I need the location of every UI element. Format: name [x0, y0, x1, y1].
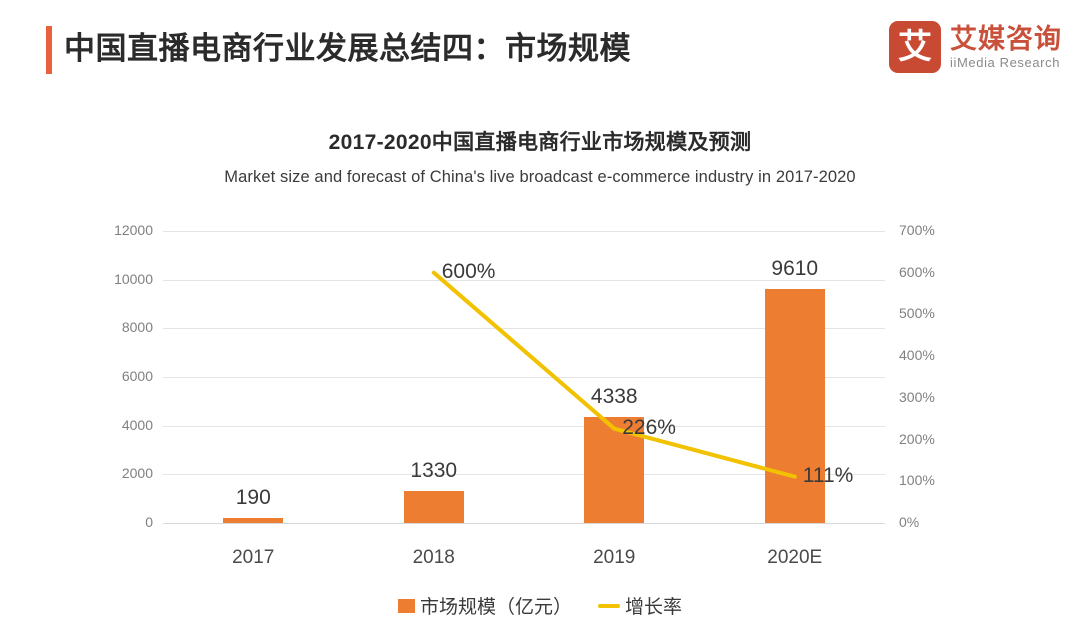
right-axis-tick: 600%	[899, 263, 935, 280]
bar[interactable]	[223, 518, 284, 523]
left-axis-tick: 4000	[121, 416, 153, 433]
left-axis-tick: 10000	[114, 270, 153, 287]
page-title: 中国直播电商行业发展总结四：市场规模	[64, 31, 631, 66]
logo-name-en: iiMedia Research	[950, 54, 1061, 70]
bar[interactable]	[764, 289, 825, 523]
header-divider	[0, 91, 1080, 92]
growth-rate-label: 226%	[622, 415, 676, 439]
x-axis-tick: 2019	[593, 547, 636, 568]
gridline	[163, 328, 885, 330]
bar-value-label: 4338	[590, 385, 638, 409]
legend-label-bar: 市场规模（亿元）	[419, 597, 572, 618]
right-axis-tick: 300%	[899, 388, 935, 405]
right-axis-tick: 500%	[899, 305, 935, 322]
right-axis-tick: 0%	[899, 514, 920, 530]
logo-name-cn: 艾媒咨询	[950, 23, 1062, 54]
gridline	[163, 231, 885, 232]
chart-title: 2017-2020中国直播电商行业市场规模及预测	[328, 131, 752, 154]
growth-rate-line	[431, 270, 797, 479]
chart-subtitle: Market size and forecast of China's live…	[224, 168, 856, 186]
left-axis-tick: 12000	[114, 222, 153, 238]
bar-value-label: 190	[235, 486, 271, 510]
gridline	[163, 279, 885, 281]
legend-line-swatch-icon	[598, 603, 620, 608]
left-axis-tick: 2000	[121, 465, 153, 482]
page-header: 中国直播电商行业发展总结四：市场规模 艾 艾媒咨询 iiMedia Resear…	[0, 0, 1080, 92]
plot-area: 600% 226% 111% 190 1330 4338 9610	[163, 231, 885, 524]
right-axis-tick: 200%	[899, 430, 935, 447]
right-axis-tick: 100%	[899, 472, 935, 489]
axis-baseline	[163, 523, 885, 524]
right-axis-tick: 700%	[899, 222, 935, 238]
gridline	[163, 425, 885, 427]
bar[interactable]	[403, 490, 464, 523]
legend-item-line[interactable]: 增长率	[598, 592, 682, 619]
line-series	[431, 270, 797, 479]
x-axis-tick: 2020E	[767, 547, 823, 568]
growth-rate-label: 600%	[441, 259, 496, 283]
legend-bar-swatch-icon	[397, 598, 415, 613]
chart-legend: 市场规模（亿元） 增长率	[0, 592, 1080, 619]
brand-logo: 艾 艾媒咨询 iiMedia Research	[889, 20, 1062, 74]
legend-label-line: 增长率	[625, 597, 683, 618]
title-accent-bar	[46, 26, 52, 74]
logo-text: 艾媒咨询 iiMedia Research	[950, 24, 1062, 71]
growth-rate-label: 111%	[802, 463, 854, 487]
left-axis-tick: 6000	[121, 368, 153, 384]
bar-value-label: 1330	[410, 458, 458, 482]
left-axis-tick: 8000	[121, 319, 153, 336]
legend-item-bar[interactable]: 市场规模（亿元）	[397, 592, 572, 619]
x-axis-tick: 2017	[232, 547, 275, 568]
logo-mark-icon: 艾	[889, 21, 941, 73]
right-axis-tick: 400%	[899, 347, 935, 364]
left-axis-tick: 0	[145, 514, 153, 530]
x-axis-tick: 2018	[412, 547, 455, 568]
gridline	[163, 377, 885, 378]
bar-value-label: 9610	[771, 257, 819, 281]
gridline	[163, 474, 885, 476]
